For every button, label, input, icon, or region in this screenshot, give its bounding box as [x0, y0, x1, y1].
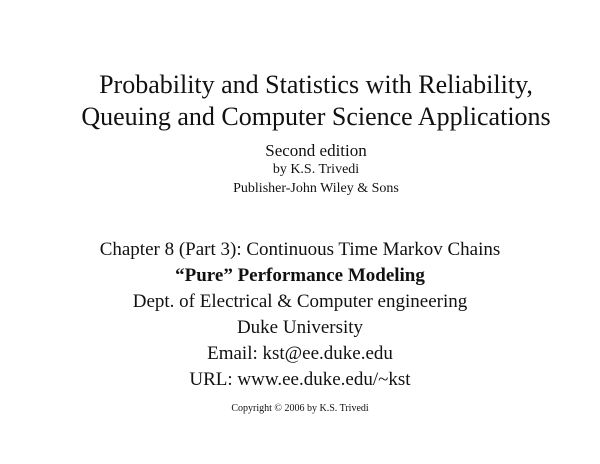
edition: Second edition	[265, 141, 367, 160]
email: Email: kst@ee.duke.edu	[207, 343, 393, 364]
url: URL: www.ee.duke.edu/~kst	[189, 369, 411, 390]
university: Duke University	[236, 317, 364, 338]
copyright: Copyright © 2006 by K.S. Trivedi	[231, 403, 369, 414]
title-line-2: Queuing and Computer Science Application…	[81, 102, 551, 131]
subtitle: “Pure” Performance Modeling	[175, 265, 425, 286]
publisher: Publisher-John Wiley & Sons	[233, 181, 399, 196]
chapter-title: Chapter 8 (Part 3): Continuous Time Mark…	[99, 239, 501, 260]
title-line-1: Probability and Statistics with Reliabil…	[99, 70, 533, 99]
department: Dept. of Electrical & Computer engineeri…	[132, 291, 468, 312]
author: by K.S. Trivedi	[272, 162, 360, 177]
